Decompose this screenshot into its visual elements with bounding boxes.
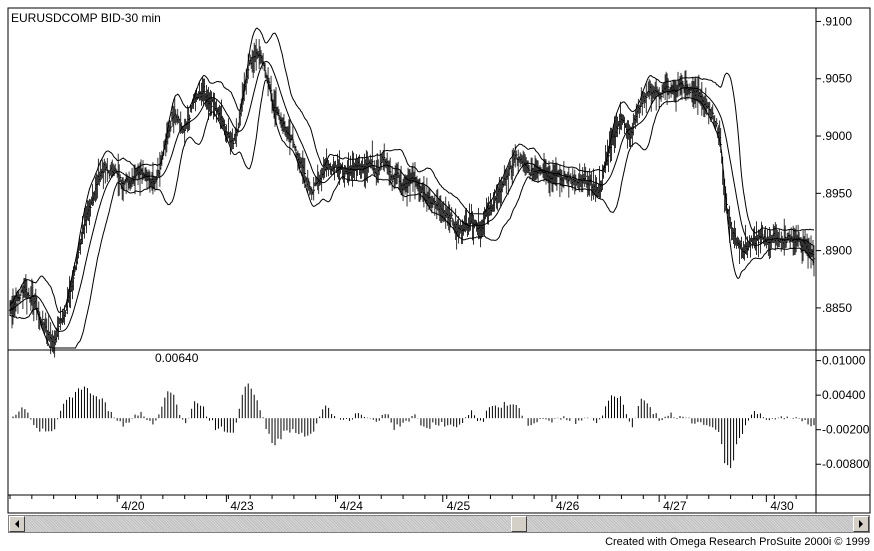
indicator-label: 0.00640 xyxy=(155,351,199,365)
date-tick-label: 4/25 xyxy=(447,499,471,513)
date-tick-label: 4/24 xyxy=(340,499,364,513)
right-arrow-icon xyxy=(859,520,863,528)
date-tick-label: 4/26 xyxy=(556,499,580,513)
date-tick-label: 4/27 xyxy=(663,499,687,513)
price-tick-label: .8850 xyxy=(822,301,852,315)
indicator-tick-label: -0.00800 xyxy=(822,457,870,471)
price-tick-label: .8950 xyxy=(822,186,852,200)
date-tick-label: 4/20 xyxy=(121,499,145,513)
indicator-axis: 0.01000 0.00400 -0.00200 -0.00800 xyxy=(816,354,870,471)
indicator-tick-label: 0.01000 xyxy=(822,354,866,368)
indicator-tick-label: -0.00200 xyxy=(822,423,870,437)
lower-band-line xyxy=(9,79,815,349)
price-axis: .9100 .9050 .9000 .8950 .8900 .8850 xyxy=(816,14,852,315)
price-tick-label: .8900 xyxy=(822,244,852,258)
indicator-tick-label: 0.00400 xyxy=(822,388,866,402)
date-tick-label: 4/30 xyxy=(770,499,794,513)
date-tick-label: 4/23 xyxy=(230,499,254,513)
scroll-right-button[interactable] xyxy=(853,516,869,532)
horizontal-scrollbar[interactable] xyxy=(8,515,870,533)
credit-text: Created with Omega Research ProSuite 200… xyxy=(605,536,870,548)
bollinger-bands xyxy=(9,27,815,349)
price-tick-label: .9000 xyxy=(822,129,852,143)
price-bars xyxy=(8,38,816,358)
chart-title: EURUSDCOMP BID-30 min xyxy=(11,11,161,25)
left-arrow-icon xyxy=(15,520,19,528)
date-axis: 4/20 4/23 4/24 4/25 4/26 4/27 4/30 xyxy=(9,495,797,513)
upper-band-line xyxy=(9,27,815,313)
scroll-left-button[interactable] xyxy=(9,516,25,532)
moving-average-line xyxy=(9,60,815,332)
indicator-histogram xyxy=(12,383,815,469)
price-tick-label: .9050 xyxy=(822,72,852,86)
scroll-thumb[interactable] xyxy=(511,516,527,532)
price-tick-label: .9100 xyxy=(822,14,852,28)
